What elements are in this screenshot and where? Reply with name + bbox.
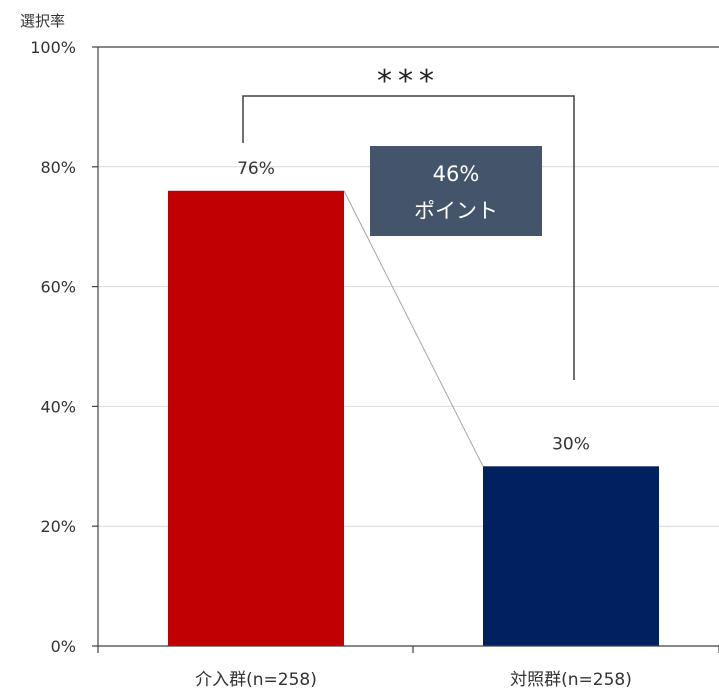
y-tick-label: 80% — [40, 158, 76, 177]
significance-label: *** — [377, 64, 440, 99]
connector-group — [343, 190, 484, 467]
bar-connector-line — [343, 190, 484, 467]
callout-line1: 46% — [433, 162, 480, 186]
bars — [168, 190, 659, 646]
y-tick-label: 0% — [51, 637, 76, 656]
y-tick-label: 40% — [40, 397, 76, 416]
x-category-label: 介入群(n=258) — [195, 670, 317, 690]
callout-line2: ポイント — [414, 199, 498, 223]
bar — [168, 190, 344, 646]
x-category-label: 対照群(n=258) — [510, 670, 632, 690]
y-tick-label: 60% — [40, 278, 76, 297]
bar — [483, 466, 659, 646]
y-tick-label: 100% — [30, 38, 76, 57]
axes — [92, 46, 719, 653]
y-tick-label: 20% — [40, 517, 76, 536]
data-labels: 76% 30% — [237, 159, 590, 455]
data-label: 76% — [237, 159, 275, 179]
significance-bracket — [242, 95, 575, 380]
y-axis-title: 選択率 — [20, 12, 65, 30]
y-tick-labels: 0% 20% 40% 60% 80% 100% — [30, 38, 76, 656]
data-label: 30% — [552, 434, 590, 454]
callout-box — [370, 146, 542, 236]
difference-callout: 46% ポイント — [370, 146, 542, 236]
x-category-labels: 介入群(n=258) 対照群(n=258) — [195, 670, 632, 690]
significance-group: *** — [242, 64, 575, 380]
